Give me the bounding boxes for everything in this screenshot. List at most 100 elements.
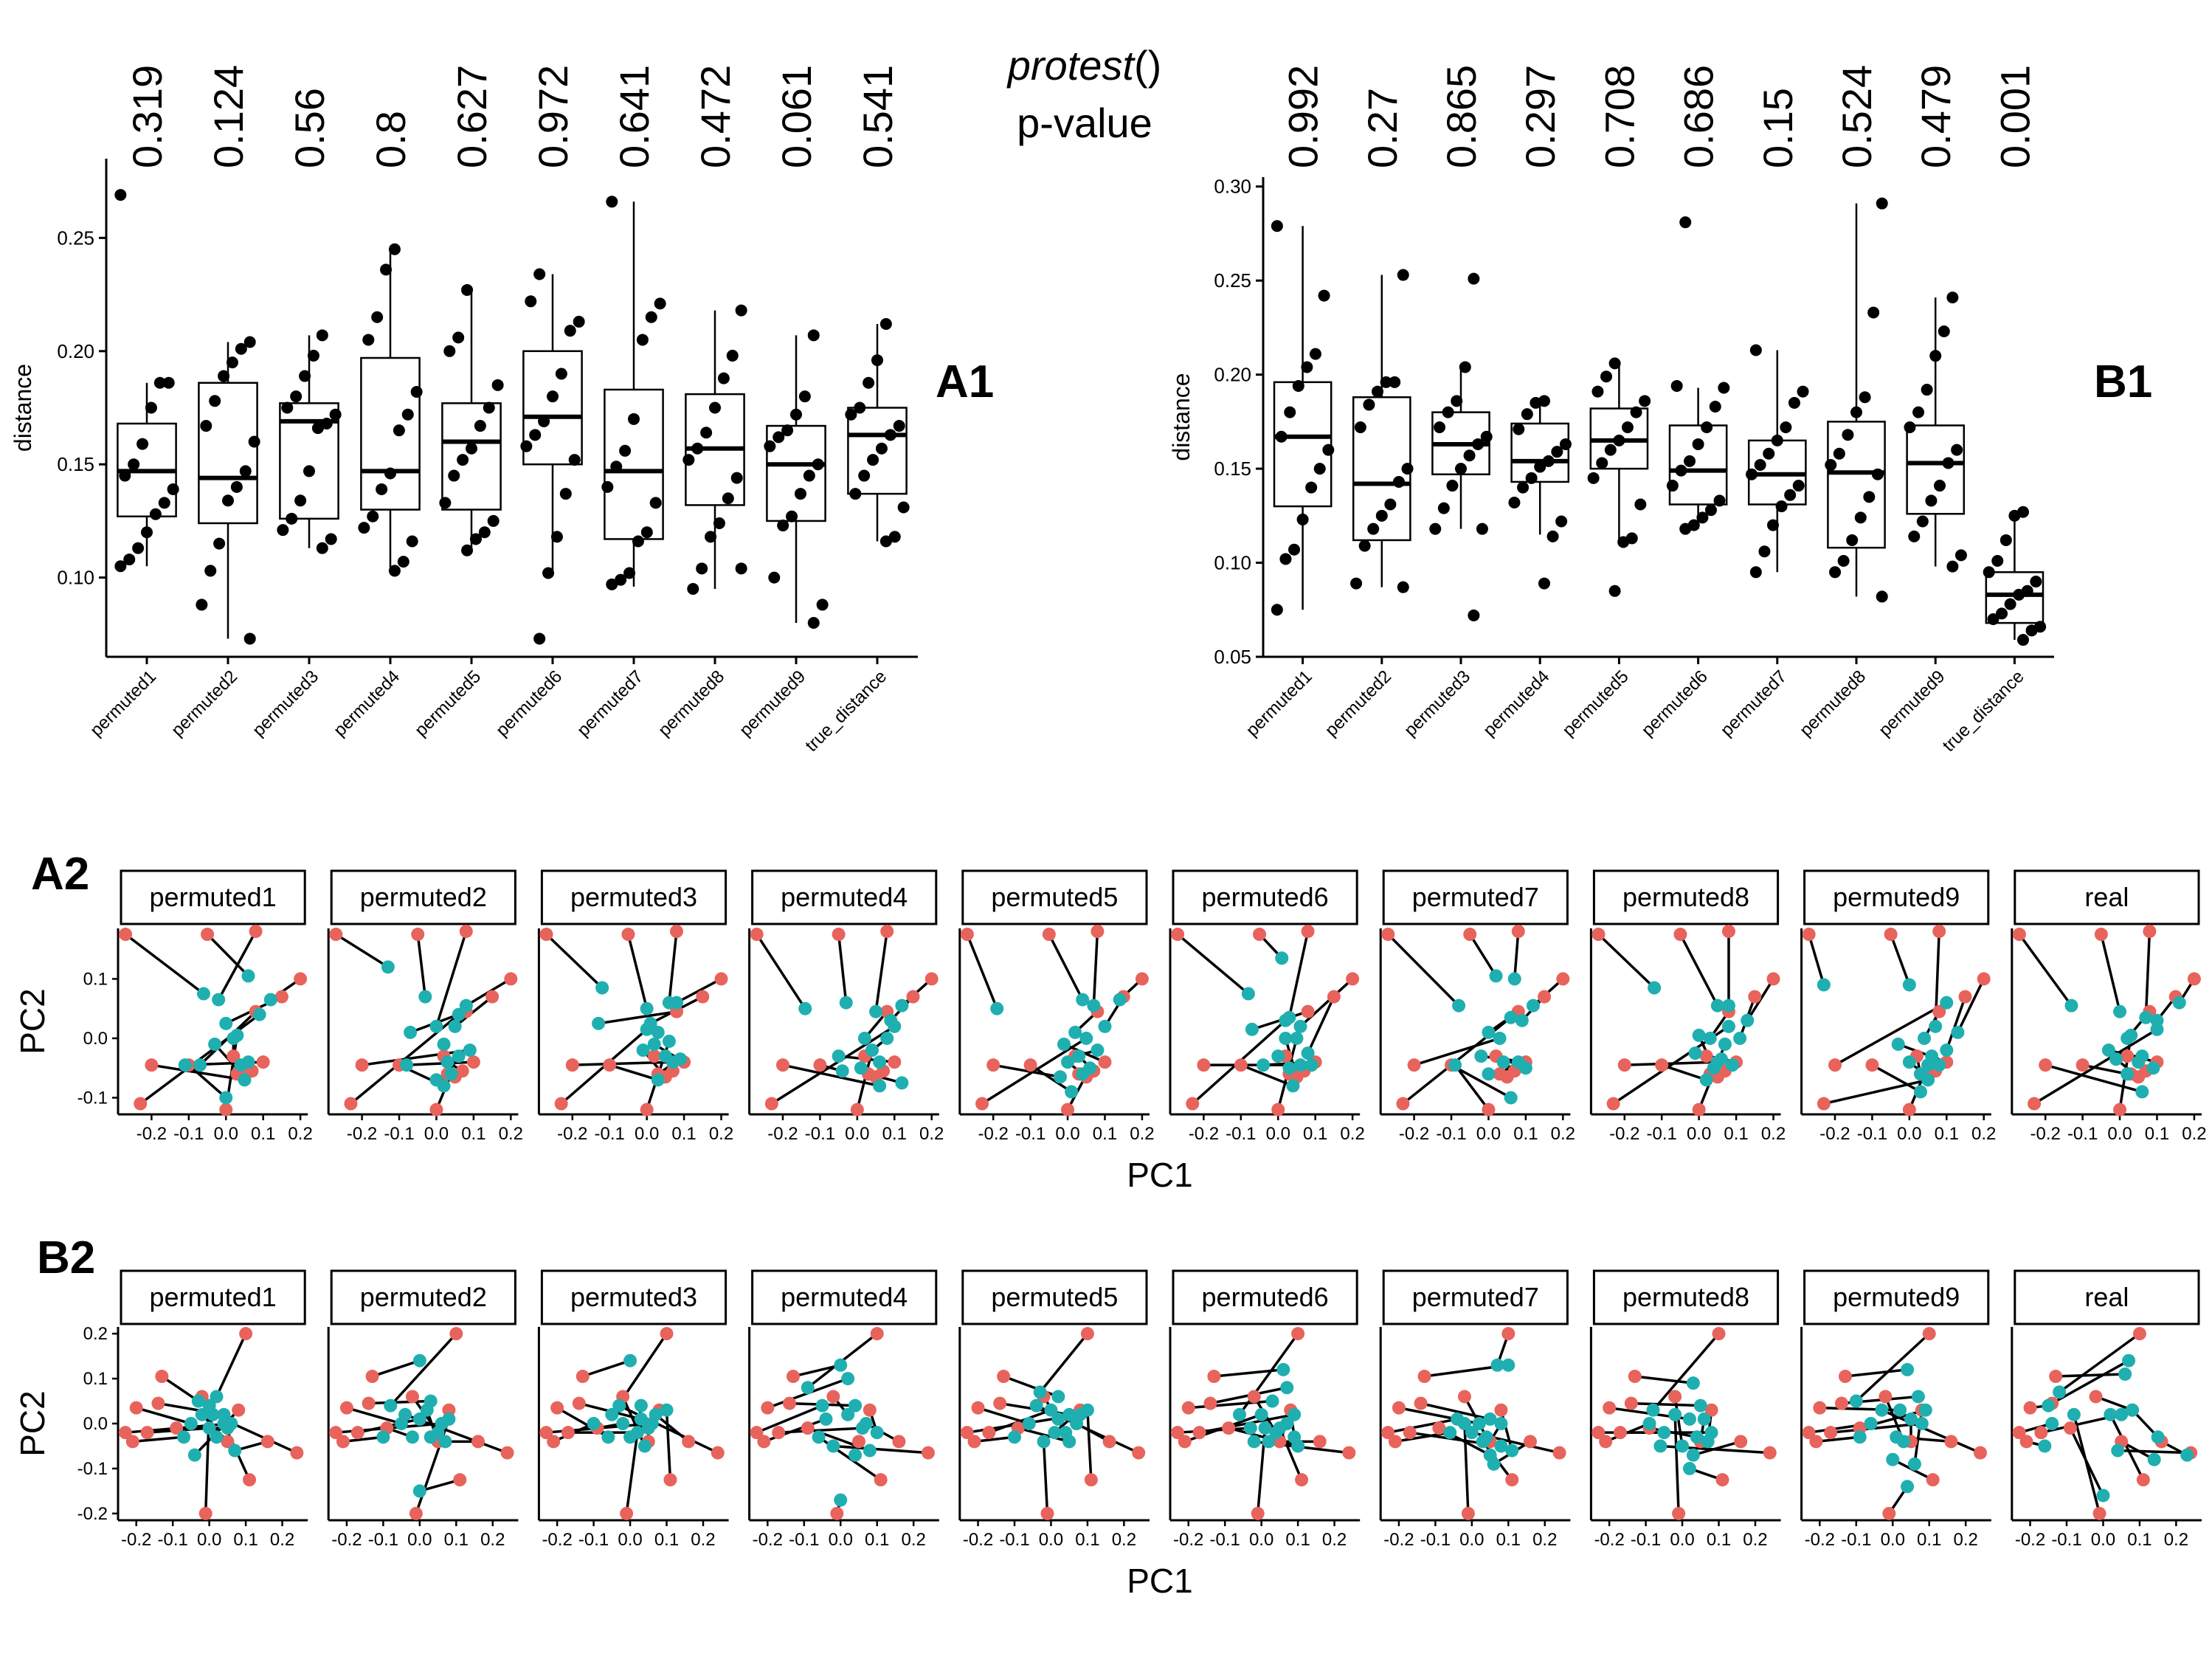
point-rotated (2172, 996, 2186, 1010)
x-tick-label: 0.0 (1897, 1124, 1921, 1144)
point-reference (405, 1390, 419, 1404)
x-tick-label: 0.2 (1551, 1124, 1575, 1144)
x-tick-label: -0.1 (595, 1124, 625, 1144)
point-rotated (1483, 1412, 1497, 1426)
data-point (316, 329, 328, 342)
point-rotated (1921, 1073, 1935, 1087)
procrustes-links (1387, 931, 1564, 1111)
data-point (854, 401, 866, 414)
data-point (1397, 581, 1409, 593)
point-reference (1181, 1401, 1195, 1415)
data-point (281, 401, 294, 414)
point-rotated (1504, 1010, 1518, 1024)
point-reference (2132, 1070, 2146, 1084)
point-rotated (880, 1031, 894, 1045)
point-rotated (1257, 1058, 1271, 1072)
data-point (1397, 269, 1409, 281)
point-reference (145, 1058, 159, 1072)
x-tick-label: 0.1 (654, 1530, 679, 1550)
point-rotated (839, 996, 853, 1010)
y-tick-label: 0.25 (57, 227, 94, 249)
point-reference (1882, 1506, 1896, 1520)
y-tick-label: -0.2 (77, 1504, 108, 1524)
data-point (325, 533, 337, 545)
point-reference (243, 1473, 257, 1487)
data-point (1472, 438, 1485, 450)
point-reference (1655, 1058, 1669, 1072)
x-tick-label: 0.0 (845, 1124, 869, 1144)
data-point (1876, 590, 1888, 603)
point-reference (1346, 972, 1360, 986)
point-rotated (424, 1430, 438, 1444)
data-point (812, 458, 824, 471)
point-rotated (202, 1421, 216, 1435)
data-point (1679, 522, 1692, 535)
point-rotated (1022, 1417, 1036, 1430)
procrustes-link (1605, 1422, 1651, 1443)
point-rotated (990, 1001, 1004, 1015)
data-point (384, 467, 396, 480)
data-point (1771, 434, 1783, 446)
data-point (1929, 350, 1942, 362)
x-tick-label: -0.1 (789, 1530, 819, 1550)
point-rotated (1452, 998, 1466, 1013)
procrustes-link (782, 1063, 880, 1088)
point-reference (1396, 1097, 1410, 1111)
point-rotated (1275, 951, 1289, 965)
pvalue-permuted6: 0.972 (530, 65, 576, 168)
point-rotated (400, 1058, 414, 1072)
point-rotated (452, 1049, 466, 1063)
x-tick-label-permuted8: permuted8 (1796, 666, 1870, 740)
procrustes-link (1634, 1375, 1694, 1384)
procrustes-link (1679, 934, 1719, 1007)
point-rotated (666, 1055, 680, 1069)
point-rotated (848, 1398, 863, 1413)
x-tick-label: 0.2 (1130, 1124, 1154, 1144)
point-rotated (870, 1426, 884, 1440)
data-point (777, 520, 789, 532)
x-tick-label: -0.2 (963, 1530, 993, 1550)
procrustes-link (206, 933, 249, 977)
procrustes-link (416, 934, 427, 997)
procrustes-link (966, 934, 998, 1010)
data-point (687, 582, 699, 595)
point-rotated (623, 1430, 637, 1444)
data-point (1363, 399, 1375, 411)
point-rotated (857, 1031, 871, 1045)
point-reference (1932, 1004, 1946, 1018)
point-rotated (873, 1055, 887, 1069)
point-rotated (418, 990, 432, 1004)
data-point (893, 420, 905, 432)
point-rotated (587, 1417, 601, 1430)
data-point (114, 189, 127, 201)
data-point (1754, 459, 1766, 471)
pvalue-permuted8: 0.524 (1833, 65, 1880, 168)
point-reference (2094, 928, 2108, 942)
point-rotated (1113, 993, 1127, 1007)
data-point (149, 508, 162, 520)
procrustes-link (1889, 934, 1911, 986)
point-reference (1291, 1327, 1305, 1341)
point-reference (1932, 925, 1946, 939)
data-point (1292, 379, 1304, 392)
pvalue-permuted9: 0.479 (1912, 65, 1959, 168)
data-point (533, 268, 546, 280)
x-tick-label: 0.2 (288, 1124, 312, 1144)
data-point (619, 444, 632, 457)
point-rotated (1901, 1480, 1915, 1494)
point-reference (249, 925, 263, 939)
point-reference (960, 1426, 974, 1440)
point-reference (1102, 1435, 1116, 1449)
data-point (1354, 421, 1366, 434)
point-rotated (662, 1034, 676, 1048)
data-point (1863, 491, 1876, 503)
x-tick-label: 0.1 (1496, 1530, 1521, 1550)
point-rotated (1929, 1019, 1943, 1033)
data-point (645, 311, 657, 323)
point-reference (1599, 1435, 1613, 1449)
data-point (1908, 530, 1921, 542)
point-reference (1817, 1097, 1831, 1111)
point-reference (1247, 1390, 1261, 1404)
point-reference (1203, 1396, 1217, 1410)
point-reference (1098, 1055, 1112, 1069)
